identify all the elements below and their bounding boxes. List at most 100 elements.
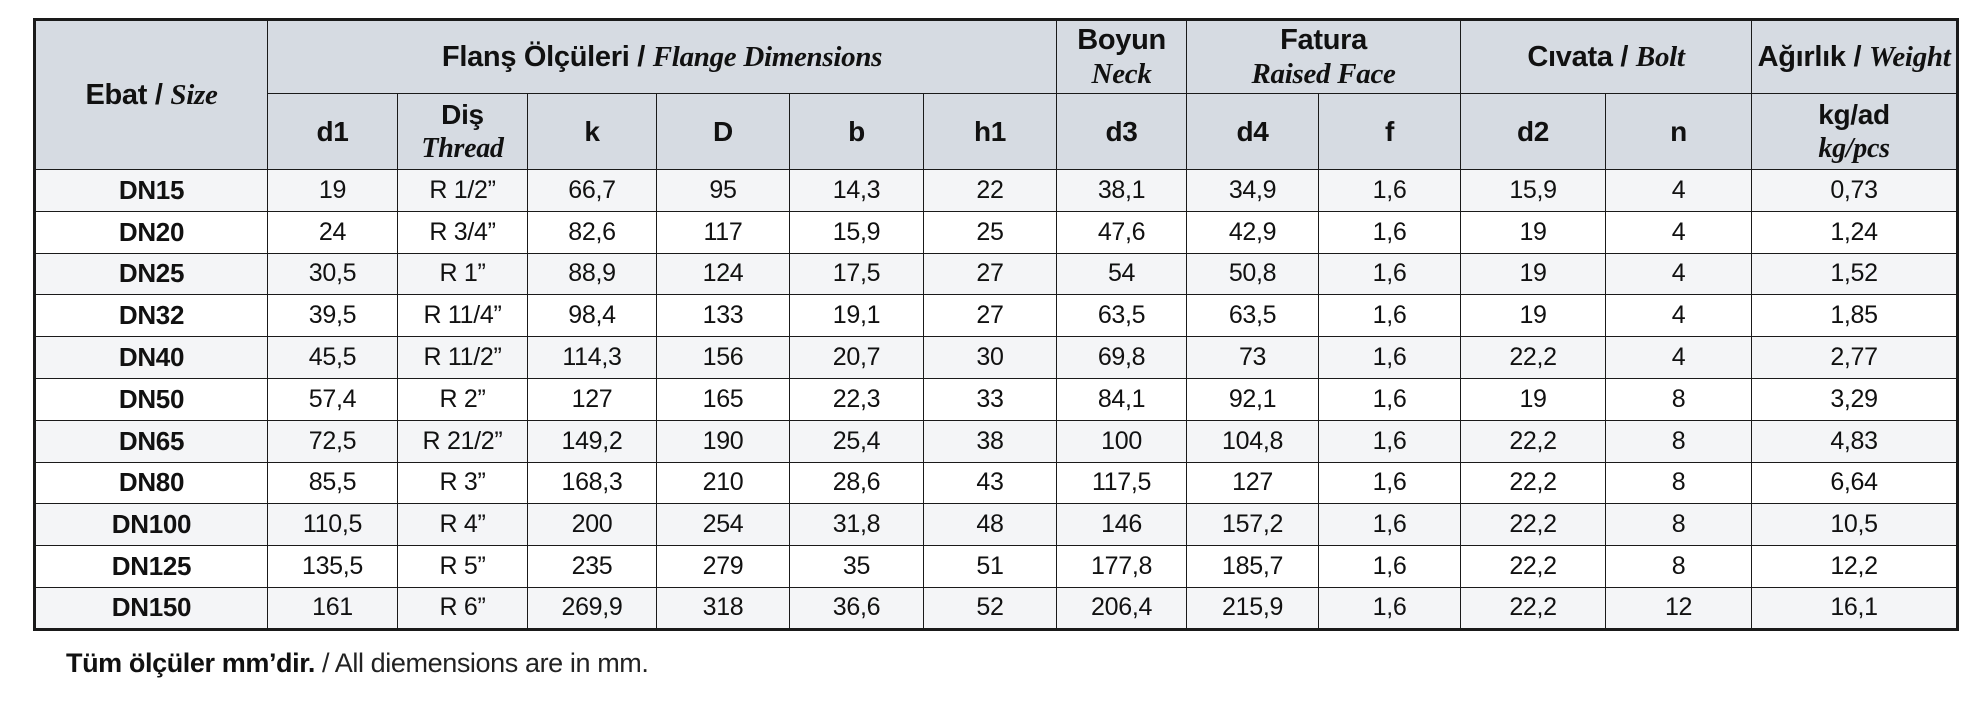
- header-thread-tr: Diş: [441, 99, 484, 131]
- units-note: Tüm ölçüler mm’dir. / All diemensions ar…: [66, 648, 1988, 679]
- header-col-d4: d4: [1186, 93, 1320, 170]
- cell-kg-ad: 3,29: [1751, 377, 1959, 421]
- cell-d4: 157,2: [1186, 503, 1320, 547]
- cell-h1: 25: [922, 210, 1058, 254]
- cell-D: 117: [656, 210, 790, 254]
- cell-b: 15,9: [789, 210, 924, 254]
- cell-h1: 51: [922, 545, 1058, 588]
- cell-d3: 63,5: [1056, 294, 1188, 338]
- header-thread-en: Thread: [421, 132, 504, 164]
- cell-d1: 30,5: [267, 252, 398, 296]
- cell-d1: 57,4: [267, 377, 398, 421]
- cell-n: 8: [1605, 461, 1753, 505]
- cell-f: 1,6: [1318, 545, 1462, 588]
- header-col-kg-ad: kg/ad kg/pcs: [1751, 93, 1959, 170]
- cell-thread: R 2”: [397, 377, 528, 421]
- cell-n: 8: [1605, 419, 1753, 463]
- cell-h1: 38: [922, 419, 1058, 463]
- header-neck-en: Neck: [1091, 58, 1152, 90]
- header-col-d2: d2: [1460, 93, 1607, 170]
- table-row: DN80 85,5 R 3” 168,3 210 28,6 43 117,5 127 1,6 22,…: [34, 461, 1959, 505]
- cell-d2: 22,2: [1460, 336, 1607, 379]
- header-kg-tr: kg/ad: [1818, 99, 1890, 131]
- table-row: DN20 24 R 3/4” 82,6 117 15,9 25 47,6 42,9 1,6 19 4 1…: [34, 210, 1959, 254]
- header-neck: Boyun Neck: [1056, 19, 1188, 94]
- cell-size: DN25: [34, 252, 268, 296]
- cell-d3: 69,8: [1056, 336, 1188, 379]
- cell-d1: 110,5: [267, 503, 398, 547]
- datasheet-page: Ebat / Size Flanş Ölçüleri / Flange Dime…: [33, 18, 1988, 679]
- cell-size: DN150: [34, 586, 268, 630]
- header-group-row: Ebat / Size Flanş Ölçüleri / Flange Dime…: [34, 19, 1959, 170]
- cell-d2: 22,2: [1460, 545, 1607, 588]
- cell-d1: 85,5: [267, 461, 398, 505]
- cell-d4: 34,9: [1186, 169, 1320, 212]
- cell-f: 1,6: [1318, 377, 1462, 421]
- cell-d1: 24: [267, 210, 398, 254]
- cell-b: 19,1: [789, 294, 924, 338]
- cell-d2: 19: [1460, 294, 1607, 338]
- cell-k: 88,9: [527, 252, 657, 296]
- cell-D: 279: [656, 545, 790, 588]
- cell-d2: 22,2: [1460, 586, 1607, 630]
- header-kg-en: kg/pcs: [1818, 132, 1890, 164]
- cell-f: 1,6: [1318, 336, 1462, 379]
- cell-b: 14,3: [789, 169, 924, 212]
- header-col-h1: h1: [922, 93, 1058, 170]
- cell-d3: 100: [1056, 419, 1188, 463]
- cell-kg-ad: 10,5: [1751, 503, 1959, 547]
- cell-kg-ad: 4,83: [1751, 419, 1959, 463]
- cell-h1: 27: [922, 294, 1058, 338]
- cell-f: 1,6: [1318, 419, 1462, 463]
- table-row: DN100 110,5 R 4” 200 254 31,8 48 146 157,2 1,6 22,…: [34, 503, 1959, 547]
- cell-d2: 19: [1460, 252, 1607, 296]
- header-col-b: b: [789, 93, 924, 170]
- cell-k: 200: [527, 503, 657, 547]
- cell-b: 22,3: [789, 377, 924, 421]
- cell-f: 1,6: [1318, 210, 1462, 254]
- cell-kg-ad: 2,77: [1751, 336, 1959, 379]
- header-bolt-en: Bolt: [1635, 40, 1685, 73]
- cell-d4: 42,9: [1186, 210, 1320, 254]
- cell-f: 1,6: [1318, 586, 1462, 630]
- header-col-k: k: [527, 93, 657, 170]
- cell-d1: 45,5: [267, 336, 398, 379]
- cell-b: 28,6: [789, 461, 924, 505]
- cell-n: 12: [1605, 586, 1753, 630]
- cell-n: 4: [1605, 294, 1753, 338]
- cell-h1: 27: [922, 252, 1058, 296]
- cell-D: 156: [656, 336, 790, 379]
- header-flange-dimensions: Flanş Ölçüleri / Flange Dimensions: [266, 19, 1058, 94]
- header-flange-tr: Flanş Ölçüleri /: [441, 40, 653, 73]
- cell-thread: R 1/2”: [397, 169, 528, 212]
- cell-k: 98,4: [527, 294, 657, 338]
- header-col-f: f: [1318, 93, 1462, 170]
- table-row: DN50 57,4 R 2” 127 165 22,3 33 84,1 92,1 1,6 19 8 3,…: [34, 377, 1959, 421]
- cell-f: 1,6: [1318, 461, 1462, 505]
- cell-size: DN15: [34, 169, 268, 212]
- cell-f: 1,6: [1318, 503, 1462, 547]
- cell-thread: R 1”: [397, 252, 528, 296]
- table-row: DN65 72,5 R 21/2” 149,2 190 25,4 38 100 104,8 1,6…: [34, 419, 1959, 463]
- cell-D: 318: [656, 586, 790, 630]
- header-sub-row: d1 Diş Thread k D b h1 d3 d4 f d2 n kg/ad…: [35, 93, 1959, 170]
- cell-d1: 39,5: [267, 294, 398, 338]
- cell-n: 4: [1605, 336, 1753, 379]
- cell-D: 190: [656, 419, 790, 463]
- cell-d3: 117,5: [1056, 461, 1188, 505]
- header-col-thread: Diş Thread: [397, 93, 528, 170]
- cell-d1: 19: [267, 169, 398, 212]
- header-raised-face: Fatura Raised Face: [1186, 19, 1462, 94]
- cell-thread: R 11/2”: [397, 336, 528, 379]
- cell-thread: R 21/2”: [397, 419, 528, 463]
- cell-size: DN50: [34, 377, 268, 421]
- cell-f: 1,6: [1318, 169, 1462, 212]
- table-row: DN15 19 R 1/2” 66,7 95 14,3 22 38,1 34,9 1,6 15,9 4…: [34, 169, 1959, 212]
- cell-d3: 47,6: [1056, 210, 1188, 254]
- cell-b: 25,4: [789, 419, 924, 463]
- cell-D: 165: [656, 377, 790, 421]
- header-flange-en: Flange Dimensions: [652, 40, 883, 73]
- cell-n: 4: [1605, 169, 1753, 212]
- units-note-en: / All diemensions are in mm.: [314, 647, 649, 678]
- cell-D: 95: [656, 169, 790, 212]
